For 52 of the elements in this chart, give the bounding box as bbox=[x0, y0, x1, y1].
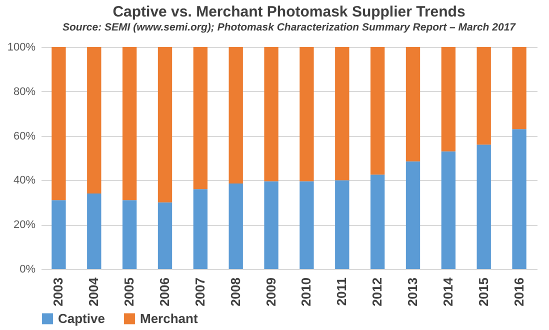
bar bbox=[264, 181, 278, 269]
bar bbox=[370, 174, 385, 269]
bar bbox=[122, 200, 137, 269]
legend-label: Captive bbox=[58, 310, 105, 326]
bar bbox=[406, 161, 420, 269]
bar bbox=[512, 129, 526, 269]
x-tick-label: 2011 bbox=[334, 278, 350, 306]
bar bbox=[264, 47, 278, 182]
chart-title: Captive vs. Merchant Photomask Supplier Trends bbox=[112, 4, 466, 20]
bar bbox=[476, 144, 491, 269]
bar bbox=[122, 47, 137, 200]
x-tick-label: 2004 bbox=[86, 276, 102, 306]
bar bbox=[476, 47, 491, 145]
x-tick-label: 2008 bbox=[228, 278, 243, 306]
bar bbox=[512, 47, 526, 130]
y-tick-label: 20% bbox=[13, 219, 36, 232]
x-tick-label: 2010 bbox=[298, 278, 314, 306]
bar bbox=[87, 47, 102, 194]
x-tick-label: 2012 bbox=[370, 278, 385, 306]
x-tick-label: 2003 bbox=[50, 278, 66, 306]
bar bbox=[441, 151, 456, 269]
bar bbox=[335, 180, 350, 269]
bar bbox=[300, 47, 314, 182]
bar bbox=[228, 47, 243, 184]
bar bbox=[193, 189, 208, 269]
bar bbox=[335, 47, 350, 180]
bar bbox=[441, 47, 456, 152]
bar bbox=[406, 47, 420, 162]
legend-label: Merchant bbox=[140, 310, 198, 326]
y-tick-label: 80% bbox=[13, 86, 36, 98]
x-tick-label: 2006 bbox=[157, 278, 172, 306]
bar bbox=[300, 181, 314, 269]
chart-subtitle: Source: SEMI (www.semi.org); Photomask Characterization Summary Report – March 2017 bbox=[62, 22, 517, 34]
bar bbox=[87, 194, 102, 269]
x-tick-label: 2013 bbox=[405, 278, 420, 306]
bar bbox=[158, 202, 172, 269]
bar bbox=[158, 47, 172, 202]
x-tick-label: 2007 bbox=[192, 278, 208, 306]
y-tick-label: 0% bbox=[20, 264, 36, 276]
x-tick-label: 2014 bbox=[440, 276, 456, 306]
bar bbox=[193, 47, 208, 190]
x-tick-label: 2005 bbox=[122, 278, 137, 306]
bar bbox=[52, 200, 66, 269]
y-tick-label: 100% bbox=[7, 42, 36, 54]
x-tick-label: 2016 bbox=[511, 278, 526, 306]
bar bbox=[52, 47, 66, 200]
x-tick-label: 2015 bbox=[476, 278, 491, 306]
y-tick-label: 40% bbox=[13, 174, 36, 187]
y-tick-label: 60% bbox=[13, 130, 36, 142]
bar bbox=[370, 47, 385, 175]
x-tick-label: 2009 bbox=[263, 278, 278, 306]
bar bbox=[228, 184, 243, 269]
